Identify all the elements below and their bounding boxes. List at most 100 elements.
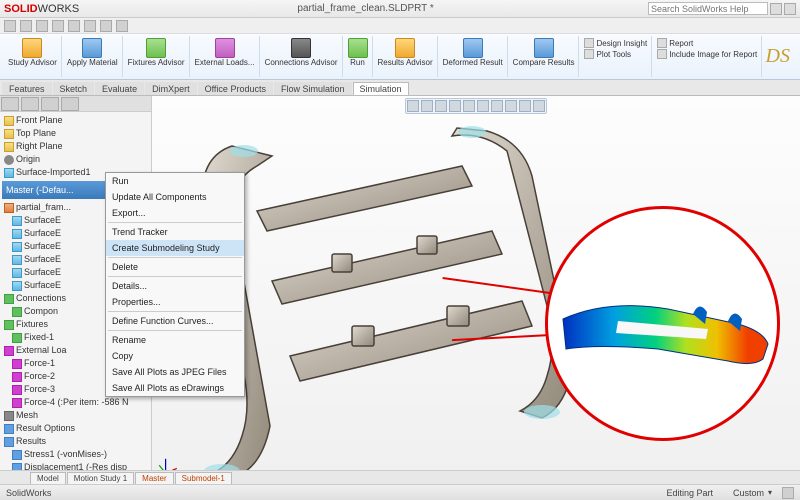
logo-solid: SOLID (4, 3, 38, 15)
tree-item[interactable]: Origin (2, 153, 149, 166)
tree-item[interactable]: Force-4 (:Per item: -586 N (2, 396, 149, 409)
tree-icon (12, 229, 22, 239)
tree-icon (12, 307, 22, 317)
new-icon[interactable] (4, 20, 16, 32)
ctx-details-[interactable]: Details... (106, 278, 244, 294)
panel-tab-config-icon[interactable] (41, 97, 59, 111)
undo-icon[interactable] (68, 20, 80, 32)
tree-icon (12, 385, 22, 395)
tree-icon (4, 411, 14, 421)
rebuild-icon[interactable] (100, 20, 112, 32)
zoom-fit-icon[interactable] (407, 100, 419, 112)
simulation-ribbon: Study Advisor Apply Material Fixtures Ad… (0, 34, 800, 80)
rb-external[interactable]: External Loads... (191, 36, 260, 77)
panel-tab-feature-icon[interactable] (1, 97, 19, 111)
tree-item[interactable]: Results (2, 435, 149, 448)
rb-fixtures[interactable]: Fixtures Advisor (124, 36, 190, 77)
options-icon[interactable] (116, 20, 128, 32)
view-orient-icon[interactable] (463, 100, 475, 112)
zoom-area-icon[interactable] (421, 100, 433, 112)
tab-flow-simulation[interactable]: Flow Simulation (274, 82, 352, 95)
tab-evaluate[interactable]: Evaluate (95, 82, 144, 95)
tree-icon (4, 424, 14, 434)
tree-icon (4, 168, 14, 178)
appearance-icon[interactable] (505, 100, 517, 112)
tree-item[interactable]: Right Plane (2, 140, 149, 153)
rb-study[interactable]: Study Advisor (4, 36, 62, 77)
ds-logo-icon: DS (766, 45, 796, 68)
open-icon[interactable] (20, 20, 32, 32)
ctx-trend-tracker[interactable]: Trend Tracker (106, 224, 244, 240)
search-icon[interactable] (770, 3, 782, 15)
tab-dimxpert[interactable]: DimXpert (145, 82, 197, 95)
ctx-rename[interactable]: Rename (106, 332, 244, 348)
tree-icon (4, 320, 14, 330)
ctx-save-all-plots-as-edrawings[interactable]: Save All Plots as eDrawings (106, 380, 244, 396)
section-icon[interactable] (449, 100, 461, 112)
tree-icon (4, 346, 14, 356)
btab-master[interactable]: Master (135, 472, 173, 484)
ctx-copy[interactable]: Copy (106, 348, 244, 364)
rb-include-image[interactable]: Include Image for Report (657, 49, 757, 59)
redo-icon[interactable] (84, 20, 96, 32)
tree-icon (12, 242, 22, 252)
tree-item[interactable]: Front Plane (2, 114, 149, 127)
print-icon[interactable] (52, 20, 64, 32)
hide-show-icon[interactable] (491, 100, 503, 112)
prev-view-icon[interactable] (435, 100, 447, 112)
status-unit-icon[interactable] (782, 487, 794, 499)
ctx-export-[interactable]: Export... (106, 205, 244, 221)
display-style-icon[interactable] (477, 100, 489, 112)
tree-icon (4, 437, 14, 447)
ctx-define-function-curves-[interactable]: Define Function Curves... (106, 313, 244, 329)
tab-office-products[interactable]: Office Products (198, 82, 273, 95)
tree-icon (12, 216, 22, 226)
panel-tab-bar (0, 96, 151, 112)
tab-simulation[interactable]: Simulation (353, 82, 409, 95)
rb-plot-tools[interactable]: Plot Tools (584, 49, 631, 59)
tree-icon (12, 372, 22, 382)
panel-tab-property-icon[interactable] (21, 97, 39, 111)
rb-results[interactable]: Results Advisor (374, 36, 438, 77)
scene-icon[interactable] (519, 100, 531, 112)
tree-icon (12, 255, 22, 265)
rb-connections[interactable]: Connections Advisor (261, 36, 343, 77)
rb-design-insight[interactable]: Design Insight (584, 38, 647, 48)
ctx-create-submodeling-study[interactable]: Create Submodeling Study (106, 240, 244, 256)
rb-deformed[interactable]: Deformed Result (439, 36, 508, 77)
tree-icon (4, 129, 14, 139)
status-app: SolidWorks (6, 488, 51, 498)
btab-model[interactable]: Model (30, 472, 66, 484)
status-dropdown-icon[interactable]: ▾ (768, 488, 772, 497)
panel-tab-dim-icon[interactable] (61, 97, 79, 111)
tree-item[interactable]: Mesh (2, 409, 149, 422)
help-search (648, 2, 796, 15)
tree-item[interactable]: Top Plane (2, 127, 149, 140)
rb-report[interactable]: Report (657, 38, 693, 48)
ctx-delete[interactable]: Delete (106, 259, 244, 275)
help-search-input[interactable] (648, 2, 768, 15)
ctx-run[interactable]: Run (106, 173, 244, 189)
stress-plot (558, 289, 773, 379)
btab-motion-study-1[interactable]: Motion Study 1 (67, 472, 134, 484)
ctx-save-all-plots-as-jpeg-files[interactable]: Save All Plots as JPEG Files (106, 364, 244, 380)
tree-item[interactable]: Result Options (2, 422, 149, 435)
tree-item[interactable]: Stress1 (-vonMises-) (2, 448, 149, 461)
document-title: partial_frame_clean.SLDPRT * (83, 3, 648, 14)
btab-submodel-1[interactable]: Submodel-1 (175, 472, 232, 484)
quick-access-toolbar (0, 18, 800, 34)
rb-compare[interactable]: Compare Results (509, 36, 580, 77)
view-settings-icon[interactable] (533, 100, 545, 112)
ctx-properties-[interactable]: Properties... (106, 294, 244, 310)
tab-sketch[interactable]: Sketch (53, 82, 95, 95)
save-icon[interactable] (36, 20, 48, 32)
graphics-viewport[interactable] (152, 96, 800, 482)
bottom-tab-bar: ModelMotion Study 1MasterSubmodel-1 (0, 470, 800, 484)
tab-features[interactable]: Features (2, 82, 52, 95)
rb-material[interactable]: Apply Material (63, 36, 123, 77)
help-icon[interactable] (784, 3, 796, 15)
ctx-update-all-components[interactable]: Update All Components (106, 189, 244, 205)
study-context-menu: RunUpdate All ComponentsExport... Trend T… (105, 172, 245, 397)
rb-run[interactable]: Run (344, 36, 373, 77)
tree-icon (4, 155, 14, 165)
